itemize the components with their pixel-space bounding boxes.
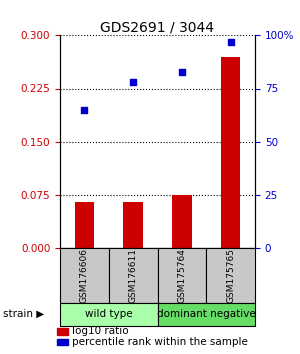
Text: percentile rank within the sample: percentile rank within the sample bbox=[72, 337, 248, 347]
Text: wild type: wild type bbox=[85, 309, 133, 319]
Text: dominant negative: dominant negative bbox=[157, 309, 256, 319]
Point bbox=[228, 39, 233, 45]
Text: log10 ratio: log10 ratio bbox=[72, 326, 129, 336]
Bar bbox=[75, 202, 94, 248]
Bar bbox=[123, 202, 143, 248]
Text: GSM176611: GSM176611 bbox=[129, 248, 138, 303]
Point bbox=[179, 69, 184, 74]
Text: GSM175765: GSM175765 bbox=[226, 248, 235, 303]
Text: GSM175764: GSM175764 bbox=[177, 248, 186, 303]
Point bbox=[82, 107, 87, 113]
Bar bbox=[172, 195, 192, 248]
Text: GSM176606: GSM176606 bbox=[80, 248, 89, 303]
Point bbox=[131, 79, 136, 85]
Text: strain ▶: strain ▶ bbox=[3, 309, 44, 319]
Title: GDS2691 / 3044: GDS2691 / 3044 bbox=[100, 20, 214, 34]
Bar bbox=[221, 57, 240, 248]
